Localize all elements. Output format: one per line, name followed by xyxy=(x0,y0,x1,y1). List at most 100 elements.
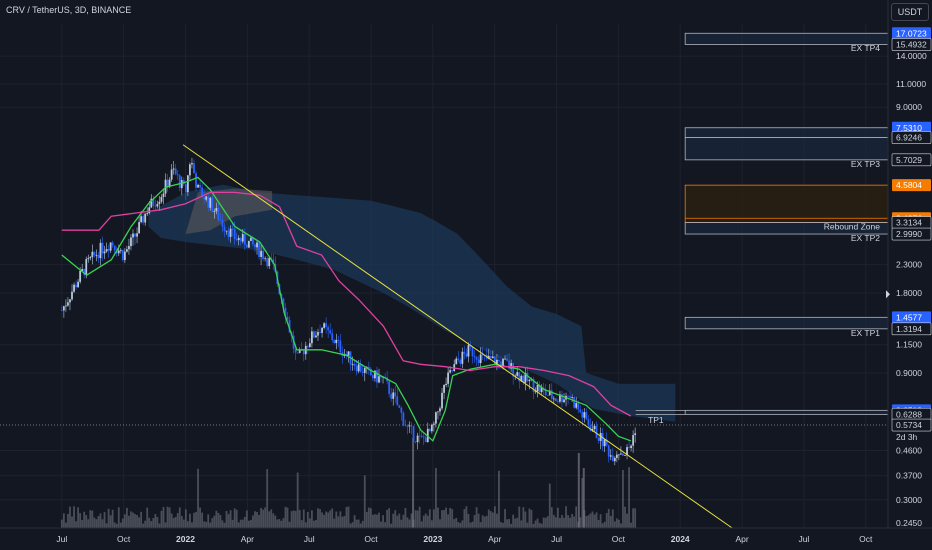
currency-button[interactable]: USDT xyxy=(891,3,929,21)
price-tick-24: 0.3000 xyxy=(896,495,922,505)
volume-bar xyxy=(235,509,238,528)
candle-body xyxy=(367,366,370,369)
volume-bar xyxy=(107,508,110,528)
volume-bar xyxy=(300,520,303,528)
candle-body xyxy=(65,305,67,307)
volume-bar xyxy=(109,515,112,528)
volume-bar xyxy=(544,517,547,528)
volume-bar xyxy=(386,509,389,528)
price-tick-1: 15.4932 xyxy=(896,39,927,49)
candle-body xyxy=(325,323,328,328)
baseline-green xyxy=(61,176,632,442)
volume-bar xyxy=(443,510,445,528)
volume-bar xyxy=(595,512,598,528)
volume-bar xyxy=(587,515,590,528)
candle-body xyxy=(69,299,71,303)
volume-bar xyxy=(75,521,77,528)
candle-body xyxy=(233,228,236,240)
volume-bar xyxy=(542,517,545,528)
descending-trendline[interactable] xyxy=(182,144,733,529)
volume-bar xyxy=(62,513,65,528)
volume-bar xyxy=(123,514,126,528)
candle-body xyxy=(593,425,596,430)
candle-body xyxy=(189,164,191,176)
symbol-title: CRV / TetherUS, 3D, BINANCE xyxy=(6,5,132,15)
candle-body xyxy=(398,405,401,408)
volume-bar xyxy=(479,522,482,528)
candle-body xyxy=(136,233,138,237)
volume-bar xyxy=(520,520,523,528)
volume-bar xyxy=(396,515,399,528)
volume-bar xyxy=(304,522,307,528)
candle-body xyxy=(451,370,454,372)
time-axis[interactable]: Jul Oct 2022 Apr Jul Oct 2023 Apr Jul Oct 2024 Apr J… xyxy=(0,527,932,544)
candle-body xyxy=(410,425,413,427)
volume-bar xyxy=(398,513,401,528)
time-tick-5: Oct xyxy=(364,534,378,544)
volume-bar xyxy=(264,507,267,528)
volume-bar xyxy=(630,522,632,528)
candle-body xyxy=(583,412,586,418)
candle-body xyxy=(491,356,494,359)
volume-bar xyxy=(160,510,163,528)
volume-bar xyxy=(182,519,185,528)
volume-bar xyxy=(557,507,559,528)
volume-bar xyxy=(579,517,582,528)
candle-body xyxy=(211,197,214,212)
volume-bar xyxy=(203,521,206,528)
candle-body xyxy=(260,250,262,257)
candle-body xyxy=(166,179,169,187)
volume-bar xyxy=(245,510,248,528)
candle-body xyxy=(323,323,326,328)
volume-bar xyxy=(575,506,578,528)
candle-body xyxy=(390,393,393,399)
volume-bar xyxy=(170,513,173,528)
volume-bar xyxy=(270,509,273,528)
price-tick-11: 2.9990 xyxy=(896,229,922,239)
volume-bar xyxy=(406,517,409,528)
volume-bar xyxy=(158,523,161,528)
volume-bar xyxy=(524,511,527,528)
candle-body xyxy=(414,441,417,443)
volume-bar xyxy=(496,513,498,528)
candle-body xyxy=(437,411,439,413)
price-tick-3: 11.0000 xyxy=(896,79,926,89)
volume-bar xyxy=(130,511,132,528)
volume-bar xyxy=(231,519,234,528)
volume-bar xyxy=(449,507,452,528)
candle-body xyxy=(609,455,612,457)
candle-body xyxy=(93,251,96,256)
volume-bar xyxy=(197,468,199,528)
candle-body xyxy=(561,394,563,403)
volume-bar xyxy=(408,519,411,528)
volume-bar xyxy=(221,520,224,528)
volume-bar xyxy=(284,506,287,528)
baseline-pink xyxy=(61,191,632,417)
candle-body xyxy=(195,173,197,188)
price-tick-8: 4.5804 xyxy=(896,180,922,190)
candle-body xyxy=(284,307,287,318)
time-tick-13: Oct xyxy=(859,534,873,544)
volume-bar xyxy=(191,522,193,528)
candle-body xyxy=(347,351,350,356)
price-badge-5 xyxy=(892,121,931,134)
candle-body xyxy=(605,439,608,446)
volume-bar xyxy=(117,507,120,528)
candle-body xyxy=(288,319,291,333)
candle-body xyxy=(441,392,443,409)
volume-bar xyxy=(347,506,350,528)
candle-body xyxy=(247,240,250,248)
candle-body xyxy=(573,396,576,408)
candle-body xyxy=(201,187,204,198)
candle-body xyxy=(518,372,521,382)
volume-bar xyxy=(162,506,165,528)
candle-body xyxy=(463,351,466,354)
price-tick-23: 0.3700 xyxy=(896,471,922,481)
volume-bar xyxy=(166,506,169,528)
volume-bar xyxy=(392,513,395,528)
candle-body xyxy=(138,222,140,234)
volume-bar xyxy=(313,520,315,528)
